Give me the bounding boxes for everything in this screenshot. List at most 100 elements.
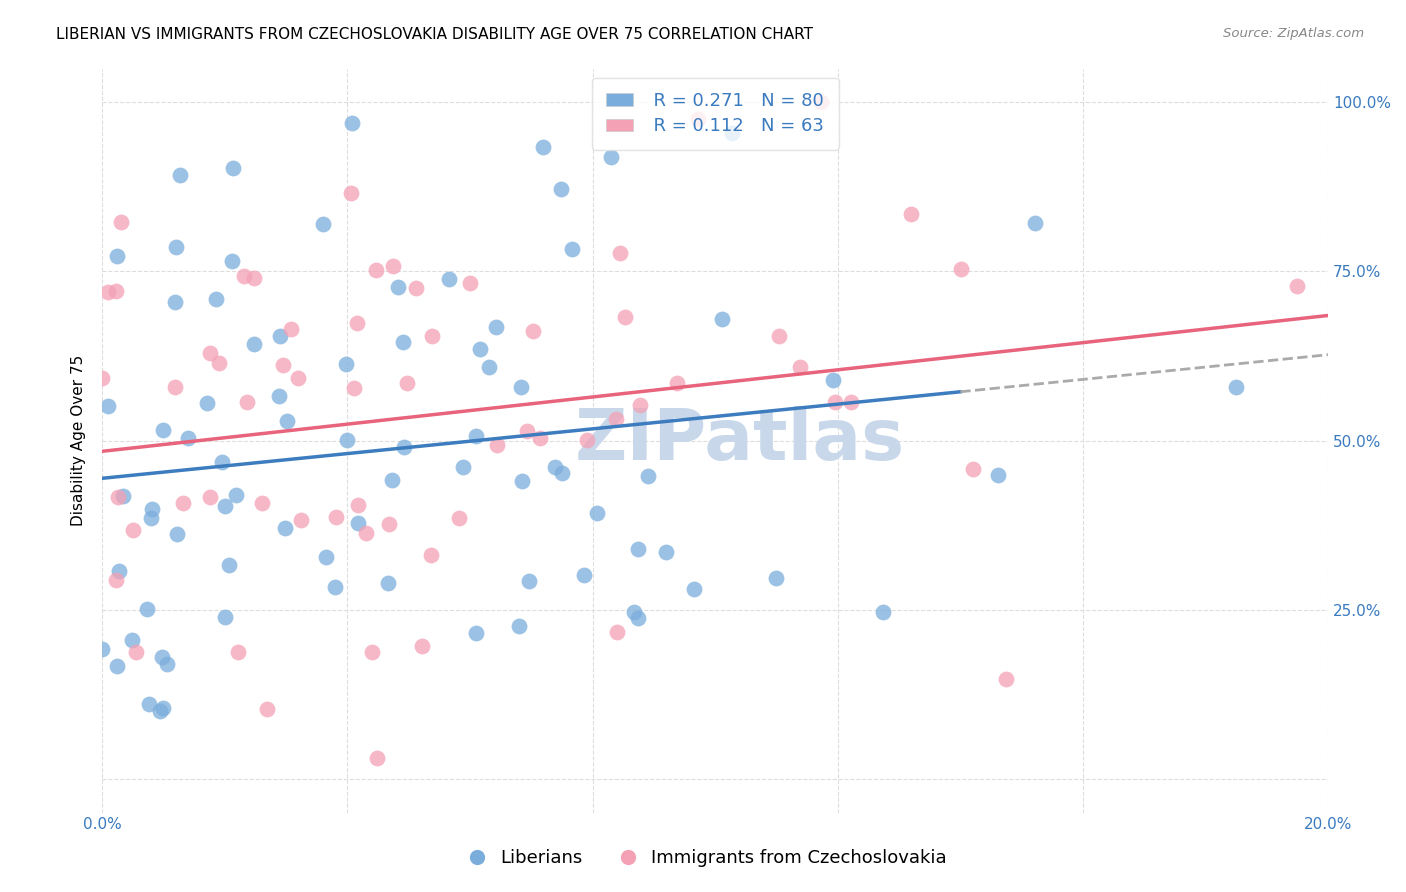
Point (606, 625, 628, 640)
Point (221, 254, 243, 268)
Text: Source: ZipAtlas.com: Source: ZipAtlas.com (1223, 27, 1364, 40)
Point (420, 329, 443, 343)
Point (214, 499, 236, 513)
Point (509, 380, 531, 394)
Point (177, 431, 200, 445)
Point (325, 509, 347, 524)
Point (325, 580, 347, 594)
Point (721, 126, 744, 140)
Point (628, 398, 651, 412)
Point (405, 281, 427, 295)
Point (364, 262, 387, 277)
Point (222, 161, 245, 176)
Point (949, 262, 972, 277)
Point (574, 568, 596, 582)
Point (420, 548, 443, 562)
Point (576, 433, 599, 447)
Point (110, 215, 132, 229)
Point (312, 218, 335, 232)
Point (97, 285, 120, 299)
Point (1024, 216, 1046, 230)
Point (465, 626, 488, 640)
Text: LIBERIAN VS IMMIGRANTS FROM CZECHOSLOVAKIA DISABILITY AGE OVER 75 CORRELATION CH: LIBERIAN VS IMMIGRANTS FROM CZECHOSLOVAK… (56, 27, 813, 42)
Point (211, 455, 233, 469)
Point (97, 399, 120, 413)
Point (276, 414, 298, 428)
Point (627, 611, 650, 625)
Point (104, 574, 127, 588)
Point (105, 249, 128, 263)
Point (655, 545, 678, 559)
Point (165, 240, 187, 254)
Point (335, 357, 357, 371)
Point (139, 511, 162, 525)
Point (243, 270, 266, 285)
Point (166, 527, 188, 541)
Point (287, 371, 309, 385)
Point (315, 549, 337, 564)
Point (682, 582, 704, 596)
Point (236, 394, 259, 409)
Point (290, 513, 312, 527)
Point (900, 207, 922, 221)
Point (354, 525, 377, 540)
Point (150, 650, 173, 665)
Point (198, 346, 221, 360)
Point (451, 460, 474, 475)
Point (243, 336, 266, 351)
Legend: Liberians, Immigrants from Czechoslovakia: Liberians, Immigrants from Czechoslovaki… (451, 842, 955, 874)
Text: ZIPatlas: ZIPatlas (575, 406, 904, 475)
Point (250, 496, 273, 510)
Point (105, 659, 128, 673)
Point (347, 516, 370, 530)
Point (169, 168, 191, 182)
Point (627, 541, 650, 556)
Point (121, 632, 143, 647)
Point (205, 292, 228, 306)
Point (111, 489, 134, 503)
Point (343, 381, 366, 395)
Point (686, 112, 709, 126)
Point (360, 645, 382, 659)
Point (710, 311, 733, 326)
Point (382, 259, 405, 273)
Point (872, 605, 894, 619)
Point (458, 276, 481, 290)
Point (346, 316, 368, 330)
Point (195, 396, 218, 410)
Point (987, 468, 1010, 483)
Point (340, 186, 363, 200)
Point (468, 342, 491, 356)
Point (225, 488, 247, 502)
Point (517, 574, 540, 589)
Point (377, 576, 399, 591)
Point (256, 702, 278, 716)
Point (824, 394, 846, 409)
Point (551, 466, 574, 480)
Point (269, 329, 291, 343)
Point (122, 524, 145, 538)
Point (138, 698, 160, 712)
Point (531, 140, 554, 154)
Point (124, 645, 146, 659)
Point (141, 502, 163, 516)
Point (342, 115, 364, 129)
Point (768, 329, 790, 343)
Point (637, 469, 659, 483)
Point (163, 380, 186, 394)
Point (381, 473, 404, 487)
Point (172, 496, 194, 510)
Point (378, 517, 401, 532)
Point (550, 182, 572, 196)
Point (226, 644, 249, 658)
Point (1286, 278, 1309, 293)
Point (994, 672, 1017, 686)
Point (232, 268, 254, 283)
Point (623, 605, 645, 619)
Point (395, 376, 418, 390)
Point (347, 498, 370, 512)
Point (280, 322, 302, 336)
Point (218, 558, 240, 572)
Point (486, 437, 509, 451)
Point (149, 704, 172, 718)
